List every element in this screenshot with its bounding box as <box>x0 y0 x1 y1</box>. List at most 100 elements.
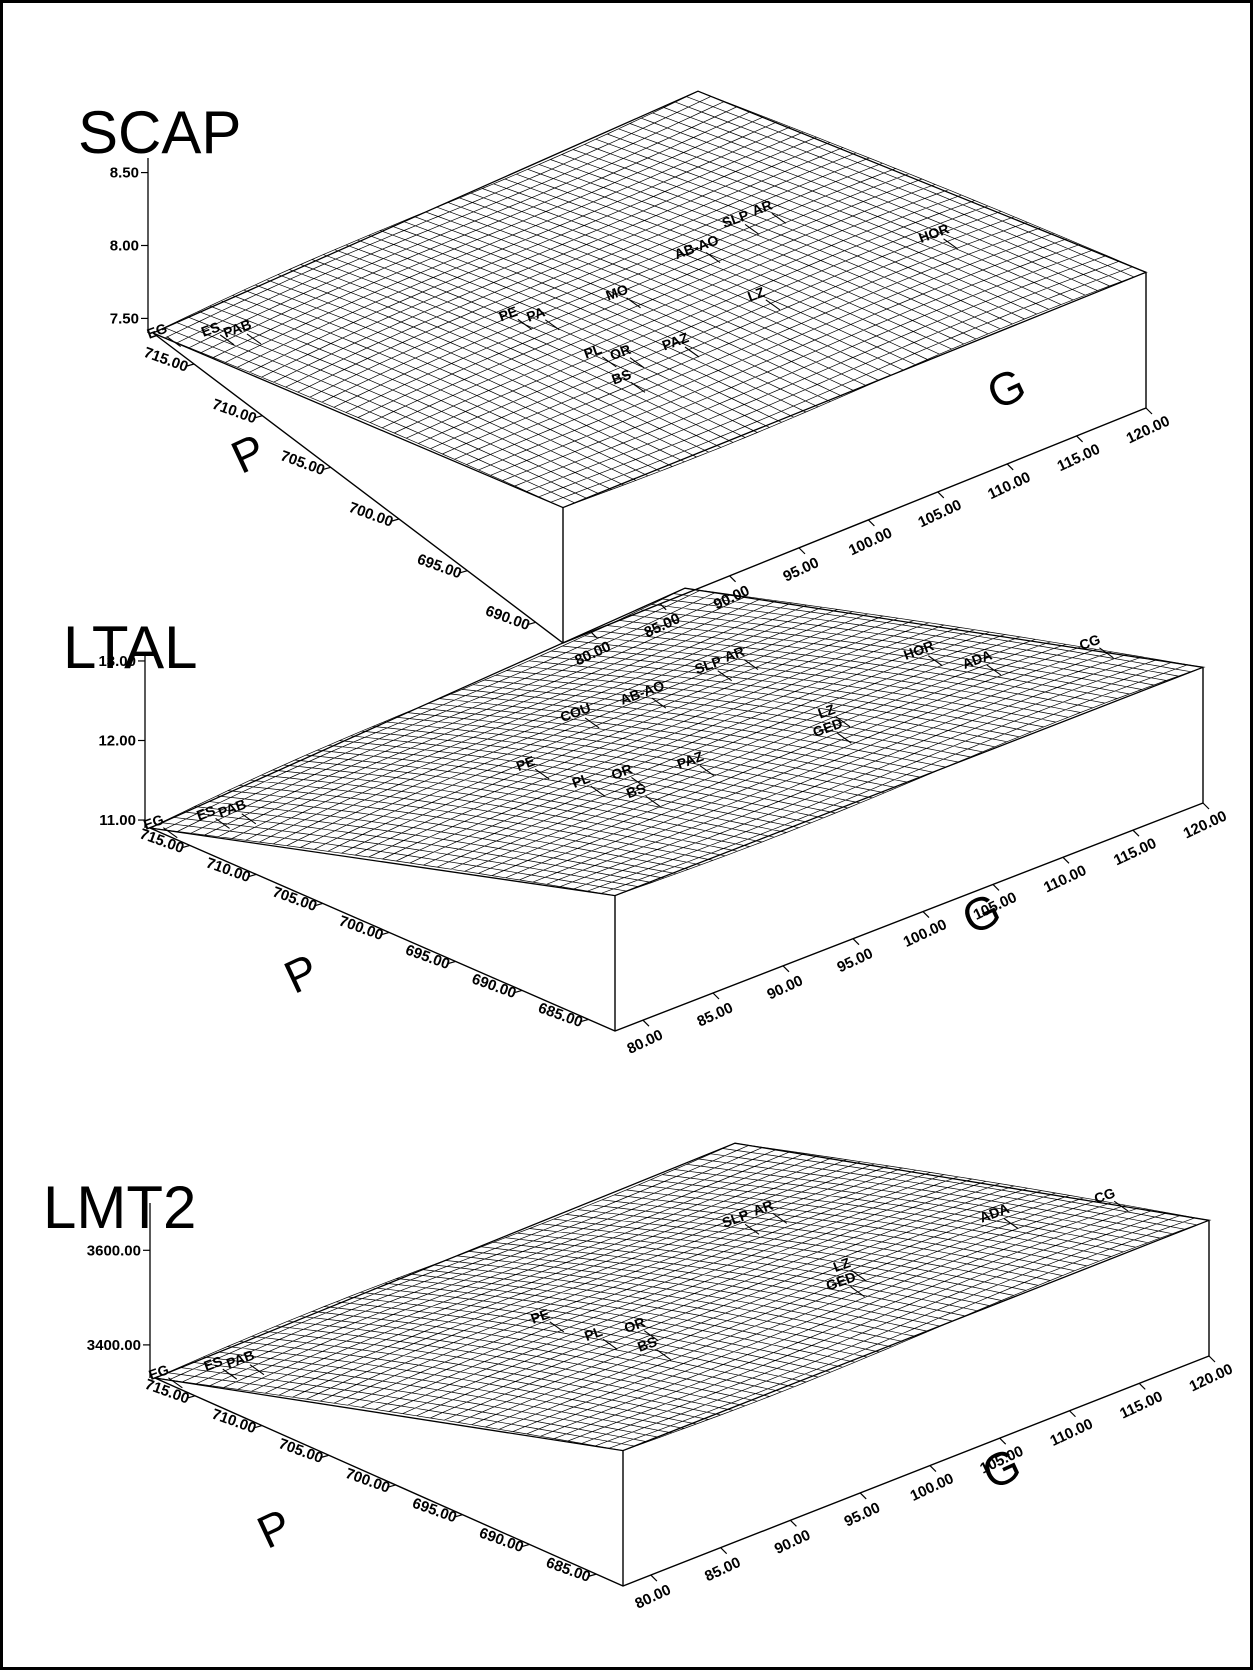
g-tick-label: 120.00 <box>1187 1361 1236 1396</box>
annotation-label: HOR <box>901 637 936 663</box>
annotation-label: PL <box>582 1323 605 1344</box>
g-tick-label: 80.00 <box>632 1581 673 1612</box>
annotation-leader <box>602 1338 618 1350</box>
g-axis-title: G <box>979 357 1033 419</box>
p-tick-label: 710.00 <box>209 1406 258 1438</box>
annotation-leader <box>705 252 721 264</box>
p-tick-mark <box>460 570 468 574</box>
annotation-leader <box>656 1349 672 1361</box>
g-tick-mark <box>790 1519 797 1527</box>
g-tick-mark <box>729 575 736 583</box>
g-tick-mark <box>929 1465 937 1472</box>
annotation-label: AR <box>722 643 746 665</box>
surface-chart-1: SCAP7.508.008.5080.0085.0090.0095.00100.… <box>78 90 1173 669</box>
p-tick-label: 700.00 <box>343 1465 392 1497</box>
g-tick-mark <box>720 1547 728 1555</box>
z-tick-label: 11.00 <box>99 812 136 829</box>
p-tick-label: 705.00 <box>270 883 319 915</box>
annotation-leader <box>590 785 606 797</box>
annotation-label: PAZ <box>660 329 691 353</box>
p-tick-mark <box>323 466 331 470</box>
g-tick-mark <box>1069 1410 1076 1418</box>
annotation-label: EG <box>145 320 170 342</box>
p-tick-label: 695.00 <box>403 941 452 973</box>
annotation-label: OR <box>609 761 634 783</box>
annotation-label: SLP <box>720 207 751 231</box>
annotation-label: GED <box>824 1268 858 1293</box>
p-tick-mark <box>448 960 456 964</box>
surface-chart-2: LTAL 11.00 12.00 13.00 80.00 85.00 90.00 95.00 1… <box>63 587 1230 1058</box>
g-tick-mark <box>992 884 1000 891</box>
p-axis-title: P <box>249 1498 299 1558</box>
annotation-leader <box>772 1212 788 1224</box>
annotation-leader <box>743 659 759 671</box>
z-tick-label: 13.00 <box>98 653 136 670</box>
annotation-leader <box>626 297 641 309</box>
g-tick-mark <box>798 547 806 555</box>
g-tick-mark <box>922 911 930 918</box>
annotation-leader <box>584 717 600 729</box>
p-tick-mark <box>528 621 536 625</box>
annotation-leader <box>684 346 700 358</box>
annotation-label: EG <box>146 1361 171 1383</box>
annotation-leader <box>517 318 533 330</box>
p-tick-mark <box>182 844 191 848</box>
annotation-label: PE <box>529 1305 552 1326</box>
g-tick-label: 90.00 <box>764 972 805 1003</box>
p-tick-label: 700.00 <box>347 499 396 531</box>
annotation-leader <box>643 1330 659 1342</box>
p-tick-mark <box>321 1454 329 1458</box>
annotation-label: CG <box>1077 631 1102 653</box>
annotation-leader <box>744 224 760 235</box>
surface-mesh <box>149 587 1204 896</box>
annotation-label: BS <box>635 1333 659 1355</box>
annotation-label: SLP <box>720 1206 751 1230</box>
g-tick-mark <box>1132 829 1140 837</box>
p-tick-mark <box>589 1573 597 1577</box>
annotation-label: ES <box>194 802 217 823</box>
g-tick-mark <box>937 491 945 499</box>
g-tick-label: 95.00 <box>842 1499 883 1530</box>
annotation-leader <box>1099 647 1114 659</box>
annotation-leader <box>166 336 181 347</box>
g-tick-label: 115.00 <box>1055 441 1103 475</box>
chart-title: SCAP <box>78 99 241 166</box>
z-tick-label: 7.50 <box>110 310 139 327</box>
z-tick-label: 3600.00 <box>87 1242 141 1259</box>
annotation-leader <box>222 1368 238 1380</box>
p-tick-label: 685.00 <box>544 1554 593 1586</box>
g-tick-mark <box>999 1437 1007 1445</box>
chart-title: LMT2 <box>43 1174 196 1241</box>
annotation-leader <box>986 664 1002 676</box>
g-tick-label: 120.00 <box>1181 808 1230 843</box>
g-tick-label: 100.00 <box>908 1470 957 1505</box>
annotation-leader <box>645 795 661 807</box>
annotation-leader <box>602 356 617 368</box>
g-tick-label: 95.00 <box>780 554 821 585</box>
annotation-label: OR <box>622 1314 647 1336</box>
p-tick-mark <box>581 1018 589 1022</box>
annotation-label: LZ <box>831 1254 853 1275</box>
annotation-label: BS <box>609 366 633 388</box>
annotation-label: PL <box>570 770 593 791</box>
surface-outline <box>152 90 1148 509</box>
g-tick-mark <box>1145 407 1153 415</box>
g-tick-label: 120.00 <box>1124 413 1173 448</box>
g-tick-mark <box>1138 1382 1146 1390</box>
annotation-leader <box>765 299 781 311</box>
surface-outline <box>149 587 1206 897</box>
p-tick-label: 685.00 <box>536 999 585 1031</box>
annotation-leader <box>835 716 851 728</box>
annotation-leader <box>836 732 852 744</box>
surface-mesh <box>154 1142 1210 1451</box>
annotation-leader <box>943 238 958 250</box>
annotation-label: PAB <box>216 796 248 821</box>
annotation-leader <box>249 1364 265 1376</box>
annotation-leader <box>744 1223 760 1235</box>
annotation-label: CG <box>1092 1184 1117 1206</box>
annotation-leader <box>631 776 646 788</box>
annotation-leader <box>544 319 560 331</box>
p-tick-mark <box>514 989 523 993</box>
block-bottom-edges <box>154 1355 1210 1587</box>
